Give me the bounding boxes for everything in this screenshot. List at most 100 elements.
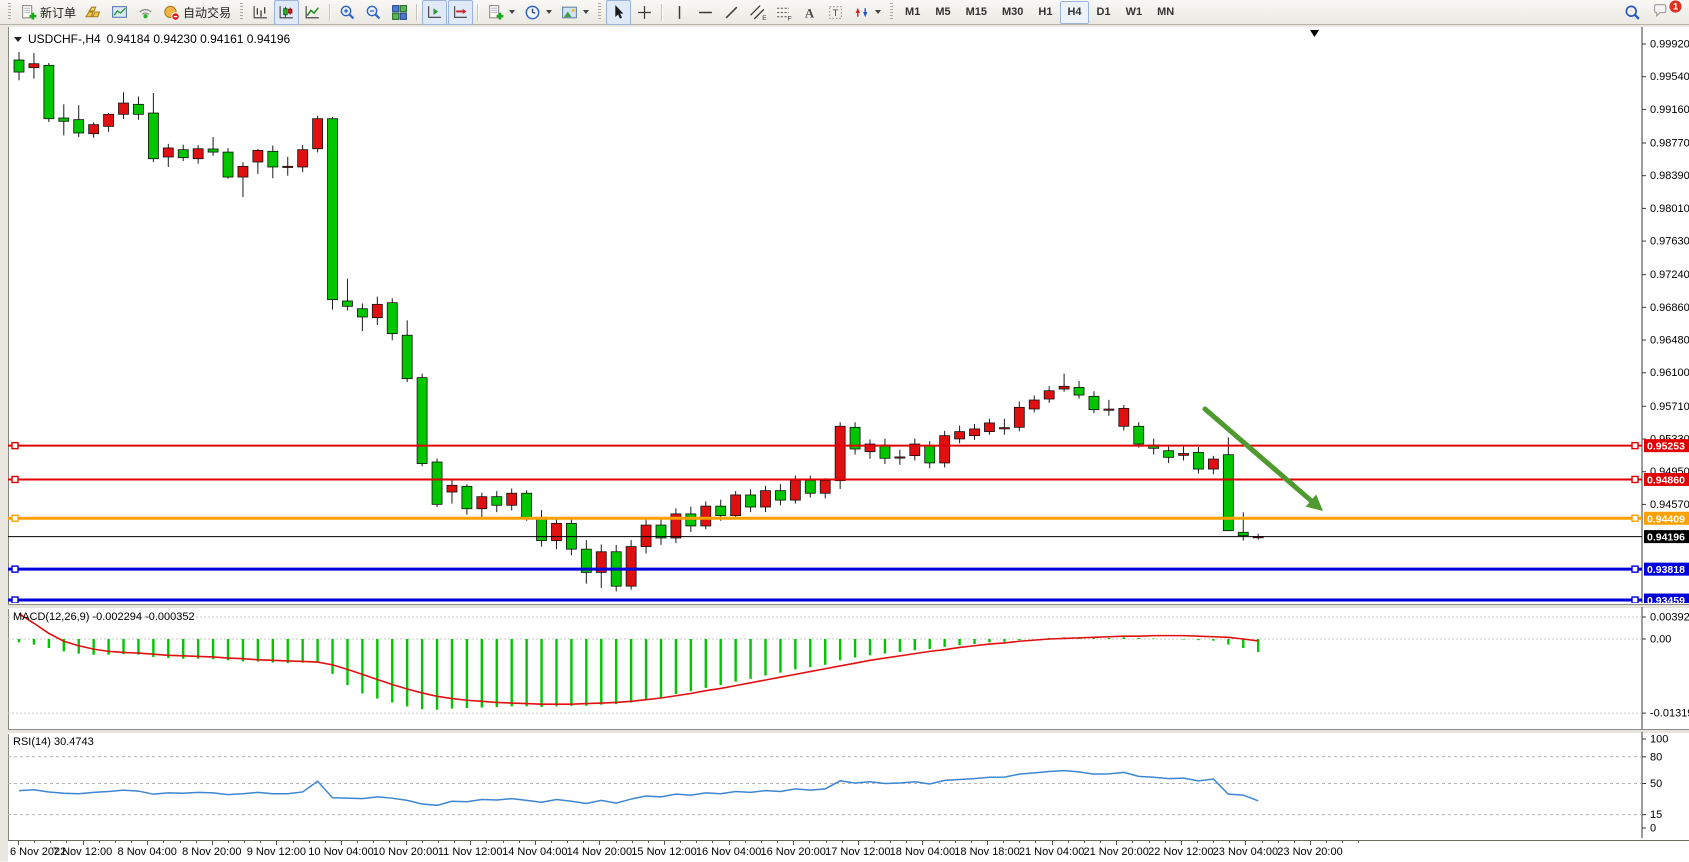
time-tick <box>599 841 601 845</box>
line-handle[interactable] <box>1631 441 1639 450</box>
line-handle[interactable] <box>11 596 19 603</box>
time-minor-tick <box>357 841 359 843</box>
shift-icon <box>428 5 441 18</box>
time-minor-tick <box>1261 841 1263 843</box>
time-axis[interactable]: 6 Nov 2022 7 Nov 12:00 8 Nov 04:00 8 Nov 20… <box>8 840 1689 862</box>
time-label: 18 Nov 18:00 <box>954 846 1020 858</box>
time-tick <box>276 841 278 845</box>
time-label: 23 Nov 20:00 <box>1277 846 1343 858</box>
text-button[interactable]: A <box>797 0 822 25</box>
timeframe-m1-button[interactable]: M1 <box>905 6 921 18</box>
time-minor-tick <box>486 841 488 843</box>
time-minor-tick <box>373 841 375 843</box>
text-label-button[interactable]: T <box>823 0 848 25</box>
line-handle[interactable] <box>1631 514 1639 522</box>
chart-shift-button[interactable] <box>422 0 448 25</box>
toolbar-grip[interactable] <box>890 3 894 21</box>
notifications-button[interactable]: 1 <box>1653 0 1683 22</box>
chart-menu-icon[interactable] <box>14 36 22 42</box>
market-watch-button[interactable] <box>107 0 132 25</box>
time-tick <box>82 841 84 845</box>
chevron-down-icon[interactable] <box>509 10 516 14</box>
zoom-in-button[interactable] <box>335 0 360 25</box>
toolbar-grip[interactable] <box>8 3 11 21</box>
zoom-out-button[interactable] <box>361 0 386 25</box>
time-minor-tick <box>131 841 133 843</box>
line-handle[interactable] <box>11 441 19 450</box>
new-order-button[interactable]: 新订单 <box>16 0 80 25</box>
pane-splitter[interactable] <box>8 729 1689 734</box>
arrow-annotation[interactable] <box>1202 406 1314 504</box>
line-handle[interactable] <box>1631 565 1639 573</box>
timeframe-m5-button[interactable]: M5 <box>935 6 951 18</box>
time-minor-tick <box>890 841 892 843</box>
time-minor-tick <box>777 841 779 843</box>
time-minor-tick <box>825 841 827 843</box>
auto-trading-button[interactable]: 自动交易 <box>159 0 235 25</box>
chevron-down-icon[interactable] <box>546 10 553 14</box>
time-label: 6 Nov 2022 <box>10 846 67 858</box>
timeframe-m30-button[interactable]: M30 <box>1002 6 1024 18</box>
vertical-line-button[interactable] <box>667 0 692 25</box>
toolbar-grip[interactable] <box>598 3 602 21</box>
cursor-button[interactable] <box>606 0 632 25</box>
candles-icon <box>279 5 293 18</box>
time-label: 14 Nov 04:00 <box>502 846 568 858</box>
chart-shift-marker[interactable] <box>1310 30 1319 37</box>
autoscroll-icon <box>454 5 467 18</box>
arrow-annotation-head[interactable] <box>1305 494 1323 511</box>
timeframe-h1-button[interactable]: H1 <box>1038 6 1053 18</box>
rsi-pane-canvas[interactable]: 100 80 50 15 0 <box>8 732 1689 838</box>
time-tick <box>922 841 924 845</box>
deposit-button[interactable] <box>81 0 106 25</box>
periods-button[interactable] <box>520 0 556 25</box>
line-handle[interactable] <box>1631 596 1639 603</box>
bar-chart-button[interactable] <box>248 0 273 25</box>
timeframe-w1-button[interactable]: W1 <box>1125 6 1143 18</box>
rsi-tick-label: 100 <box>1650 734 1668 746</box>
timeframe-d1-button[interactable]: D1 <box>1096 6 1111 18</box>
time-label: 9 Nov 12:00 <box>246 846 307 858</box>
chevron-down-icon[interactable] <box>875 10 882 14</box>
time-tick <box>405 841 407 845</box>
pane-splitter[interactable] <box>8 604 1689 609</box>
signals-button[interactable] <box>133 0 158 25</box>
line-chart-button[interactable] <box>300 0 325 25</box>
time-minor-tick <box>244 841 246 843</box>
templates-button[interactable] <box>557 0 593 25</box>
arrow-objects-button[interactable] <box>849 0 885 25</box>
auto-trading-button-label: 自动交易 <box>183 5 232 20</box>
search-button[interactable] <box>1620 0 1645 25</box>
fibo-icon: F <box>777 7 792 21</box>
equidistant-channel-button[interactable]: E <box>745 0 770 25</box>
price-tick-label: 0.98390 <box>1650 170 1689 182</box>
line-handle[interactable] <box>11 475 19 484</box>
fibonacci-button[interactable]: F <box>771 0 796 25</box>
arrows-icon <box>855 7 868 17</box>
tile-windows-button[interactable] <box>387 0 412 25</box>
line-handle[interactable] <box>11 514 19 522</box>
time-minor-tick <box>195 841 197 843</box>
price-tag-label: 0.94860 <box>1647 474 1685 486</box>
rsi-tick-label: 50 <box>1650 778 1662 790</box>
auto-scroll-button[interactable] <box>448 0 474 25</box>
new-chart-button[interactable] <box>483 0 519 25</box>
toolbar-grip[interactable] <box>240 3 244 21</box>
price-tick-label: 0.94570 <box>1650 499 1689 511</box>
candlestick-chart-button[interactable] <box>274 0 300 25</box>
timeframe-mn-button[interactable]: MN <box>1157 6 1175 18</box>
time-minor-tick <box>809 841 811 843</box>
time-minor-tick <box>1277 841 1279 843</box>
macd-pane-canvas[interactable]: 0.00392 0.00 -0.013196 <box>8 607 1689 729</box>
trendline-button[interactable] <box>719 0 744 25</box>
chevron-down-icon[interactable] <box>583 10 590 14</box>
timeframe-h4-button[interactable]: H4 <box>1060 0 1089 24</box>
timeframe-m15-button[interactable]: M15 <box>965 6 987 18</box>
price-tag <box>1644 472 1689 486</box>
line-handle[interactable] <box>11 565 19 573</box>
horizontal-line-button[interactable] <box>693 0 718 25</box>
price-chart-canvas[interactable]: 0.99920 0.99540 0.99160 0.98770 0.98390 0.980… <box>8 27 1689 603</box>
line-handle[interactable] <box>1631 475 1639 484</box>
crosshair-button[interactable] <box>632 0 657 25</box>
time-tick <box>18 841 19 845</box>
